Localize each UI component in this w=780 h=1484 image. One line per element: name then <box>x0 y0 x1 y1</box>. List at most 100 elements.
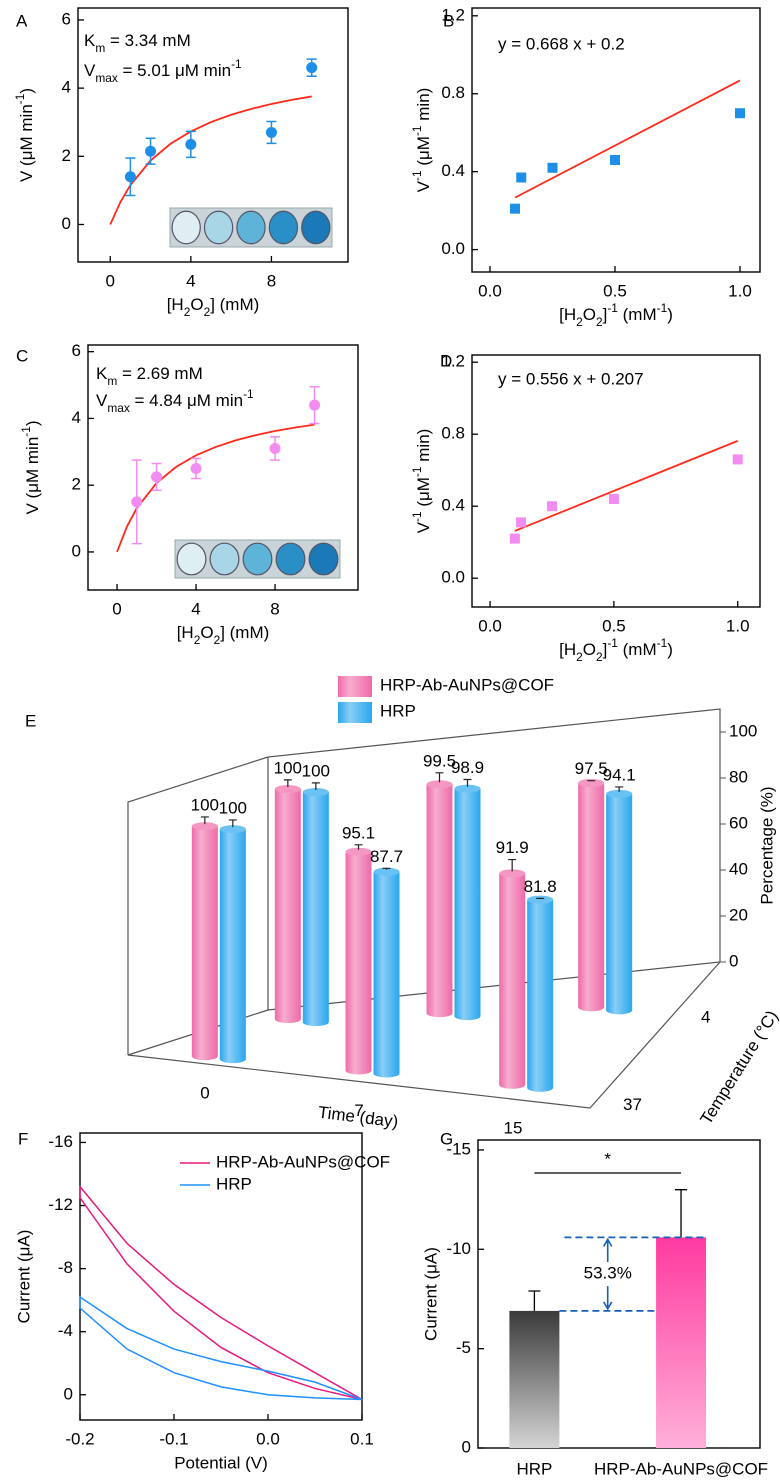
x-tick-label: 0 <box>200 1083 209 1102</box>
error-bar <box>615 786 624 792</box>
y-tick-label: 1.2 <box>441 352 465 371</box>
y-axis-label: V-1 (μM-1 min) <box>410 88 433 193</box>
annotation-part: K <box>96 364 108 383</box>
x-tick-label: 1.0 <box>726 616 750 635</box>
bar <box>499 869 526 1089</box>
annotation-part: -1 <box>231 57 242 71</box>
x-axis-label-part: ) <box>667 305 673 324</box>
bar <box>426 780 453 1018</box>
bar-body <box>499 873 526 1085</box>
z-tick-label: 80 <box>729 767 748 786</box>
error-bar <box>435 772 444 783</box>
bar <box>274 785 301 1024</box>
value-label: 100 <box>219 798 247 817</box>
bar-body <box>426 784 453 1014</box>
y-axis-label-part: -1 <box>19 426 33 437</box>
y-axis-label-part: min) <box>414 88 433 126</box>
x-tick-label: 15 <box>504 1119 523 1138</box>
annotation-part: = 2.69 mM <box>117 364 203 383</box>
x-axis-label: Potential (V) <box>174 1453 268 1472</box>
annotation: Km = 3.34 mM <box>84 31 191 55</box>
x-tick-label: 0.5 <box>602 616 626 635</box>
y-axis-label: V-1 (μM-1 min) <box>410 429 433 534</box>
plot-frame <box>77 7 349 263</box>
bar <box>454 784 481 1021</box>
y-axis-label-part: -1 <box>13 93 27 104</box>
y-axis-label-part: V (μM min <box>23 437 42 515</box>
x-axis-label-part: ] <box>603 640 608 659</box>
x-axis-label-part: -1 <box>657 636 668 650</box>
point <box>124 171 136 183</box>
bar-body <box>454 788 481 1017</box>
x-axis-label-part: ] (mM) <box>220 623 269 642</box>
bar <box>373 867 400 1078</box>
annotation-part: = 3.34 mM <box>105 31 191 50</box>
bar-cap <box>499 869 526 878</box>
bar-cap <box>426 780 453 789</box>
bar <box>302 788 329 1027</box>
y-tick-label: 2 <box>72 475 81 494</box>
legend-label: HRP-Ab-AuNPs@COF <box>380 675 554 694</box>
bar-cap <box>274 785 301 794</box>
y-tick-label: 0.0 <box>441 239 465 258</box>
annotation: Vmax = 5.01 μM min-1 <box>84 57 242 85</box>
y-axis-label-part: -1 <box>410 511 424 522</box>
bar-body <box>578 783 605 1008</box>
floor <box>127 961 721 1109</box>
annotation-part: V <box>96 391 108 410</box>
arrow <box>603 1237 613 1311</box>
bar-body <box>606 793 633 1011</box>
bar-cap <box>345 847 372 856</box>
y-tick-label: 4 <box>72 408 81 427</box>
legend-swatch <box>338 676 372 697</box>
x-tick-label: 0.5 <box>603 281 627 300</box>
plot-frame <box>79 1132 363 1421</box>
x-tick-label: 8 <box>270 599 279 618</box>
value-label: 87.7 <box>370 847 403 866</box>
y-tick-label: -16 <box>48 1132 73 1151</box>
point <box>546 501 557 512</box>
plot-frame <box>477 1139 761 1449</box>
x-axis-label-part: [H <box>177 623 194 642</box>
plot-frame <box>87 344 359 591</box>
x-axis-label-part: O <box>583 640 596 659</box>
y-axis-label-part: -1 <box>410 125 424 136</box>
panel-letter: A <box>16 11 28 30</box>
bar <box>578 779 605 1012</box>
x-axis-label-part: -1 <box>607 636 618 650</box>
point <box>151 471 163 483</box>
legend-label: HRP-Ab-AuNPs@COF <box>216 1152 390 1171</box>
error-bar <box>311 782 320 791</box>
legend-label: HRP <box>216 1174 252 1193</box>
bar <box>219 825 246 1064</box>
x-tick-label: HRP-Ab-AuNPs@COF <box>594 1459 768 1478</box>
y-axis-label-part: (μM <box>414 136 433 170</box>
point <box>732 454 743 465</box>
x-tick-label: 7 <box>354 1101 363 1120</box>
point <box>185 138 197 150</box>
x-tick-label: 0 <box>106 271 115 290</box>
inset-well <box>203 210 234 245</box>
point <box>145 145 157 157</box>
bar <box>509 1310 560 1448</box>
error-bar <box>354 844 363 850</box>
y-tick-label: 0 <box>462 1437 471 1456</box>
z-tick-label: 60 <box>729 813 748 832</box>
y-tick-label: 0.4 <box>441 161 465 180</box>
annotation-part: max <box>95 71 118 85</box>
x-tick-label: 0 <box>112 599 121 618</box>
x-axis-label: [H2O2] (mM) <box>177 623 270 647</box>
x-axis-label-part: 2 <box>214 633 221 647</box>
x-tick-label: 1.0 <box>728 281 752 300</box>
y-axis-label: Current (μA) <box>14 1230 33 1324</box>
panel-letter: F <box>18 1129 28 1148</box>
z-tick-label: 40 <box>729 859 748 878</box>
z-tick-label: 100 <box>729 721 757 740</box>
x-axis-label-part: [H <box>167 295 184 314</box>
legend-label: HRP <box>380 701 416 720</box>
value-label: 81.8 <box>524 877 557 896</box>
y-tick-label: 0.8 <box>441 83 465 102</box>
cv-curve <box>79 1184 363 1401</box>
error-bar <box>228 819 237 828</box>
